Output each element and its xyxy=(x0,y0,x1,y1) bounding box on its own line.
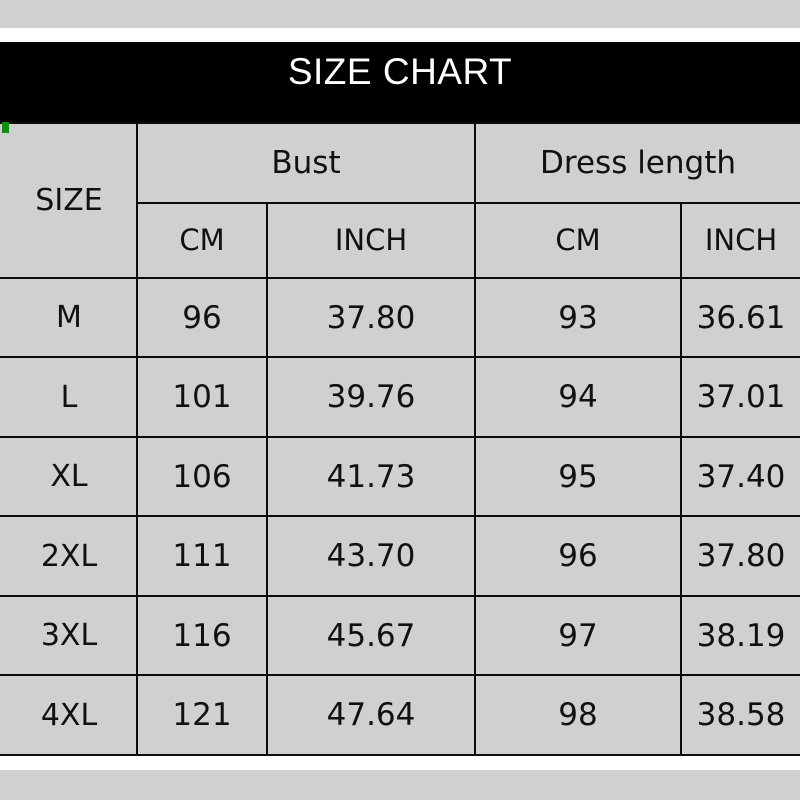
cell-length-inch: 38.58 xyxy=(680,674,800,756)
table-row: M 96 37.80 93 36.61 xyxy=(0,276,800,359)
cell-bust-cm: 96 xyxy=(136,276,268,359)
cell-length-inch: 37.01 xyxy=(680,356,800,438)
page-title: SIZE CHART xyxy=(287,51,513,92)
cell-length-inch: 38.19 xyxy=(680,594,800,677)
cell-size: XL xyxy=(0,435,138,518)
table-row: 3XL 116 45.67 97 38.19 xyxy=(0,594,800,677)
cell-bust-cm: 101 xyxy=(136,356,268,438)
cell-bust-inch: 41.73 xyxy=(265,435,477,518)
table-row: 4XL 121 47.64 98 38.58 xyxy=(0,674,800,756)
cell-bust-cm: 106 xyxy=(136,435,268,518)
cell-size: L xyxy=(0,356,138,438)
size-chart-table-wrap: SIZE Bust Dress length CM INCH CM INCH M… xyxy=(0,122,800,756)
cell-length-cm: 93 xyxy=(474,276,683,359)
cell-bust-cm: 111 xyxy=(136,515,268,597)
cell-size: 2XL xyxy=(0,515,138,597)
table-row: L 101 39.76 94 37.01 xyxy=(0,356,800,438)
top-edge-band xyxy=(0,0,800,28)
cell-size: M xyxy=(0,276,138,359)
header-cell-length-inch: INCH xyxy=(680,201,800,279)
cell-length-inch: 36.61 xyxy=(680,276,800,359)
cell-length-cm: 98 xyxy=(474,674,683,756)
cell-length-cm: 95 xyxy=(474,435,683,518)
cell-bust-inch: 47.64 xyxy=(265,674,477,756)
cell-length-inch: 37.80 xyxy=(680,515,800,597)
header-cell-bust-inch: INCH xyxy=(265,201,477,279)
corner-artifact xyxy=(2,122,9,133)
header-row-units: CM INCH CM INCH xyxy=(1,201,800,279)
cell-bust-cm: 116 xyxy=(136,594,268,677)
bottom-edge-band xyxy=(0,770,800,800)
table-row: 2XL 111 43.70 96 37.80 xyxy=(0,515,800,597)
cell-length-inch: 37.40 xyxy=(680,435,800,518)
cell-bust-inch: 39.76 xyxy=(265,356,477,438)
cell-size: 4XL xyxy=(0,674,138,756)
size-chart-table: SIZE Bust Dress length CM INCH CM INCH M… xyxy=(0,122,800,756)
header-row-groups: SIZE Bust Dress length xyxy=(0,122,800,279)
header-cell-length-cm: CM xyxy=(474,201,683,279)
cell-size: 3XL xyxy=(0,594,138,677)
table-row: XL 106 41.73 95 37.40 xyxy=(0,435,800,518)
cell-bust-inch: 37.80 xyxy=(265,276,477,359)
cell-length-cm: 96 xyxy=(474,515,683,597)
cell-bust-inch: 43.70 xyxy=(265,515,477,597)
header-cell-bust-cm: CM xyxy=(136,201,268,279)
cell-bust-cm: 121 xyxy=(136,674,268,756)
cell-length-cm: 97 xyxy=(474,594,683,677)
header-cell-bust: Bust xyxy=(135,122,477,204)
cell-bust-inch: 45.67 xyxy=(265,594,477,677)
cell-length-cm: 94 xyxy=(474,356,683,438)
title-banner: SIZE CHART xyxy=(0,42,800,122)
header-cell-size: SIZE xyxy=(0,122,138,279)
header-cell-dress-length: Dress length xyxy=(474,122,800,204)
